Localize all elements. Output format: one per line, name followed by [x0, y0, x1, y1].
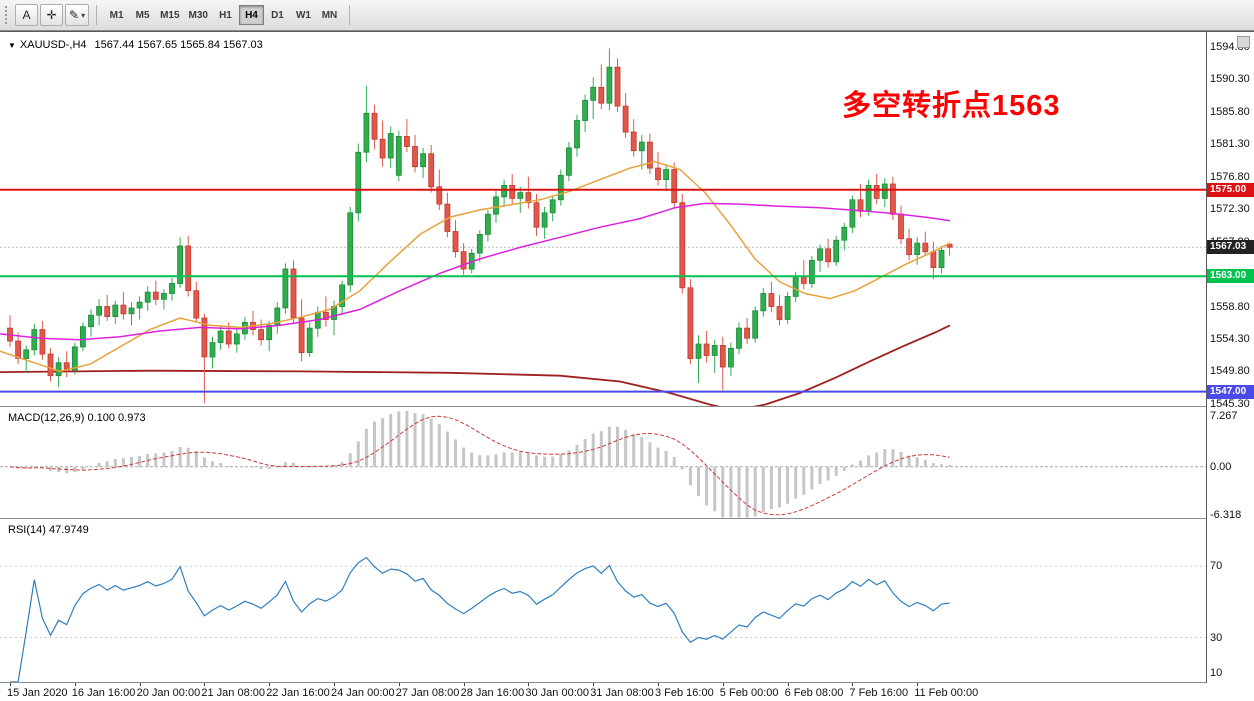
- axis-label: 1549.80: [1210, 365, 1250, 378]
- pane-divider: [0, 682, 1254, 683]
- time-tick: [658, 683, 659, 686]
- pane-divider[interactable]: [0, 406, 1254, 407]
- chart-area: 1594.80 1590.30 1585.80 1581.30 1576.80 1572.…: [0, 31, 1254, 701]
- axis-label: 1576.80: [1210, 170, 1250, 183]
- time-tick: [74, 683, 76, 686]
- time-tick: [528, 683, 530, 686]
- axis-label: 1585.80: [1210, 105, 1250, 118]
- time-tick: [463, 683, 465, 686]
- toolbar-grip[interactable]: [5, 6, 9, 24]
- pane-divider[interactable]: [0, 518, 1254, 519]
- timeframe-button-m1[interactable]: M1: [104, 5, 129, 25]
- timeframe-button-m5[interactable]: M5: [130, 5, 155, 25]
- price-tag: 1575.00: [1207, 182, 1254, 197]
- price-tag: 1567.03: [1207, 240, 1254, 255]
- price-tag: 1563.00: [1207, 269, 1254, 284]
- time-tick: [787, 683, 789, 686]
- symbol-period-label: XAUUSD-,H4: [19, 39, 87, 51]
- time-tick: [10, 683, 11, 686]
- timeframe-button-m15[interactable]: M15: [156, 5, 183, 25]
- time-label: 7 Feb 16:00: [849, 687, 909, 699]
- axis-label: 7.267: [1210, 410, 1238, 422]
- collapse-icon[interactable]: ▼: [8, 41, 16, 50]
- time-axis[interactable]: 15 Jan 2020 16 Jan 16:00 20 Jan 00:00 21 Ja…: [0, 683, 1254, 701]
- price-axis[interactable]: 1594.80 1590.30 1585.80 1581.30 1576.80 1572.…: [1207, 32, 1254, 683]
- time-label: 3 Feb 16:00: [655, 687, 714, 699]
- axis-label: 70: [1210, 560, 1223, 573]
- time-tick: [204, 683, 206, 686]
- time-label: 27 Jan 08:00: [395, 687, 460, 699]
- annotation-text: 多空转折点1563: [842, 90, 1061, 122]
- time-tick: [917, 683, 919, 686]
- time-label: 24 Jan 00:00: [331, 687, 395, 699]
- axis-label: 1572.30: [1210, 203, 1250, 216]
- timeframe-button-d1[interactable]: D1: [265, 5, 290, 25]
- axis-label: -6.318: [1210, 509, 1242, 521]
- axis-label: 1558.80: [1210, 300, 1250, 313]
- toolbar-separator: [348, 5, 350, 25]
- time-label: 22 Jan 16:00: [266, 687, 330, 699]
- time-label: 15 Jan 2020: [7, 687, 68, 699]
- axis-scroll-button[interactable]: [1237, 36, 1250, 48]
- timeframe-button-mn[interactable]: MN: [317, 5, 342, 25]
- axis-label: 1554.30: [1210, 333, 1250, 345]
- main-price-pane[interactable]: [0, 34, 1206, 406]
- timeframe-group: M1 M5 M15 M30 H1 H4 D1 W1 MN: [104, 5, 342, 25]
- time-tick: [398, 683, 400, 686]
- rsi-indicator-pane[interactable]: [0, 520, 1206, 682]
- pencil-icon: ✎: [69, 8, 80, 22]
- rsi-label: RSI(14) 47.9749: [8, 524, 89, 536]
- time-tick: [852, 683, 854, 686]
- axis-label: 1581.30: [1210, 138, 1250, 151]
- chevron-down-icon: ▾: [81, 10, 86, 20]
- draw-tools-button[interactable]: ✎ ▾: [65, 4, 90, 26]
- time-label: 6 Feb 08:00: [784, 687, 844, 699]
- time-tick: [334, 683, 335, 686]
- cursor-button[interactable]: A: [15, 4, 38, 26]
- axis-label: 1545.30: [1210, 397, 1250, 410]
- time-label: 21 Jan 08:00: [201, 687, 266, 699]
- timeframe-button-h4[interactable]: H4: [238, 5, 264, 25]
- chart-title: ▼ XAUUSD-,H4 1567.44 1567.65 1565.84 1567.…: [8, 39, 263, 51]
- axis-label: 30: [1210, 631, 1223, 644]
- time-tick: [593, 683, 595, 686]
- toolbar-separator: [96, 5, 98, 25]
- time-tick: [139, 683, 141, 686]
- time-tick: [722, 683, 724, 686]
- time-tick: [269, 683, 271, 686]
- time-label: 11 Feb 00:00: [914, 687, 979, 699]
- time-label: 31 Jan 08:00: [590, 687, 654, 699]
- time-label: 16 Jan 16:00: [71, 687, 136, 699]
- timeframe-button-w1[interactable]: W1: [291, 5, 316, 25]
- macd-label: MACD(12,26,9) 0.100 0.973: [8, 412, 146, 424]
- crosshair-button[interactable]: ✛: [40, 4, 63, 26]
- axis-label: 1590.30: [1210, 73, 1250, 86]
- timeframe-button-m30[interactable]: M30: [185, 5, 212, 25]
- axis-label: 0.00: [1210, 460, 1232, 473]
- time-label: 28 Jan 16:00: [460, 687, 525, 699]
- time-label: 5 Feb 00:00: [719, 687, 779, 699]
- macd-indicator-pane[interactable]: [0, 408, 1206, 518]
- price-tag: 1547.00: [1207, 384, 1254, 399]
- time-label: 20 Jan 00:00: [136, 687, 201, 699]
- toolbar: A ✛ ✎ ▾ M1 M5 M15 M30 H1 H4 D1 W1 MN: [0, 0, 1254, 31]
- time-label: 30 Jan 00:00: [525, 687, 590, 699]
- timeframe-button-h1[interactable]: H1: [213, 5, 238, 25]
- price-axis-separator: [1206, 32, 1207, 683]
- axis-label: 10: [1210, 667, 1223, 680]
- ohlc-values: 1567.44 1567.65 1565.84 1567.03: [94, 39, 263, 51]
